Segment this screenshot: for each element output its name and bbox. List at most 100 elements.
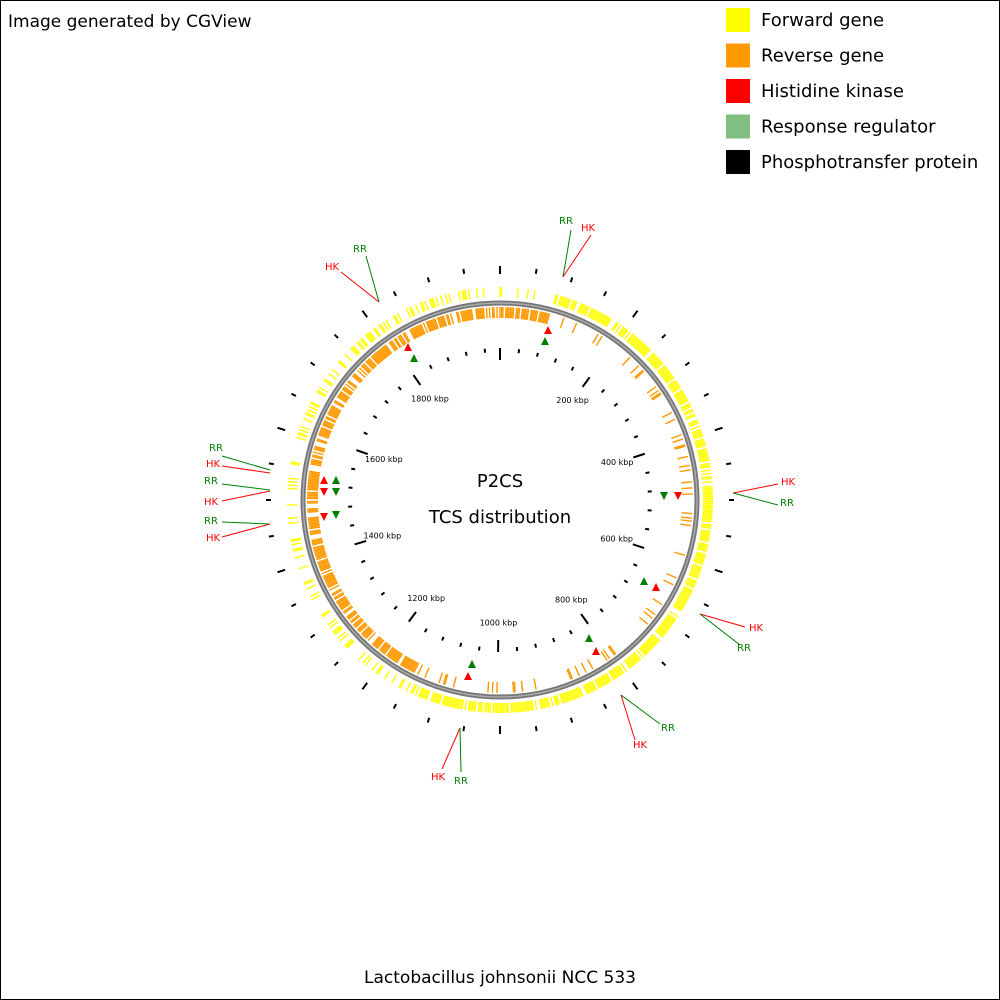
forward-gene: [595, 312, 602, 322]
tcs-marker: [592, 647, 600, 655]
forward-gene: [700, 465, 711, 469]
forward-gene: [680, 402, 691, 409]
annotation-line: [732, 483, 779, 494]
reverse-gene: [307, 487, 319, 490]
forward-gene: [560, 693, 565, 704]
forward-gene: [444, 696, 449, 707]
forward-gene: [462, 290, 466, 301]
forward-gene: [565, 298, 570, 309]
forward-gene: [304, 579, 314, 586]
reverse-gene: [426, 320, 433, 332]
forward-gene: [625, 658, 633, 668]
reverse-gene: [332, 589, 343, 597]
forward-gene: [433, 692, 438, 703]
reverse-gene: [432, 318, 438, 330]
forward-gene: [649, 356, 659, 364]
forward-gene: [654, 362, 664, 370]
reverse-gene: [342, 387, 353, 395]
reverse-gene: [524, 308, 528, 320]
reverse-gene: [374, 637, 383, 648]
ruler-tick: [517, 349, 521, 354]
forward-gene: [338, 359, 348, 368]
reverse-gene: [512, 307, 515, 319]
forward-gene: [374, 327, 382, 337]
ruler-label: 1400 kbp: [364, 531, 402, 540]
legend-label: Phosphotransfer protein: [761, 152, 978, 173]
reverse-gene: [475, 308, 478, 320]
forward-gene: [372, 328, 380, 338]
forward-gene: [631, 337, 639, 347]
forward-gene: [609, 670, 617, 680]
reverse-gene: [387, 647, 395, 658]
forward-gene: [682, 587, 693, 593]
ruler-tick: [408, 611, 417, 623]
reverse-gene: [438, 316, 444, 328]
forward-gene: [690, 568, 701, 573]
ruler-tick: [570, 366, 575, 371]
forward-gene: [554, 695, 559, 706]
reverse-gene: [350, 615, 361, 624]
reverse-gene: [347, 610, 357, 619]
forward-gene: [701, 472, 712, 476]
forward-gene: [631, 653, 639, 663]
reverse-gene: [381, 347, 390, 357]
forward-gene: [410, 306, 416, 316]
forward-gene: [375, 664, 383, 674]
annotation-label: RR: [661, 723, 675, 734]
forward-gene: [630, 654, 638, 664]
forward-gene: [292, 546, 303, 551]
reverse-gene: [393, 651, 401, 662]
forward-gene: [691, 428, 702, 434]
reverse-gene: [371, 354, 381, 364]
center-title: P2CS: [477, 471, 523, 492]
forward-gene: [390, 674, 398, 684]
annotation-line: [340, 271, 380, 303]
forward-gene: [698, 538, 710, 543]
forward-gene: [661, 371, 671, 379]
reverse-gene: [339, 392, 350, 400]
forward-gene: [419, 687, 425, 698]
forward-gene: [698, 456, 709, 460]
reverse-gene: [320, 428, 332, 434]
forward-gene: [648, 354, 657, 363]
reverse-gene: [308, 472, 320, 476]
forward-gene: [656, 364, 666, 373]
reverse-gene: [379, 348, 388, 358]
forward-gene: [554, 294, 559, 305]
reverse-gene: [650, 392, 661, 400]
reverse-gene: [334, 399, 345, 407]
forward-gene: [662, 372, 672, 380]
reverse-gene: [307, 481, 319, 484]
forward-gene: [613, 667, 621, 677]
forward-gene: [579, 304, 586, 314]
forward-gene: [650, 634, 660, 643]
annotation-label: RR: [780, 498, 794, 509]
forward-gene: [608, 671, 615, 681]
forward-gene: [702, 516, 713, 520]
reverse-gene: [343, 385, 354, 394]
forward-gene: [419, 302, 425, 313]
reverse-gene: [308, 522, 320, 525]
reverse-gene: [645, 607, 656, 616]
reverse-gene: [452, 676, 457, 688]
forward-gene: [692, 563, 703, 569]
forward-gene: [638, 344, 647, 353]
reverse-gene: [566, 668, 572, 680]
reverse-gene: [512, 681, 515, 693]
reverse-gene: [409, 329, 416, 340]
forward-gene: [650, 357, 660, 366]
reverse-gene: [319, 563, 330, 569]
forward-gene: [695, 552, 706, 557]
forward-gene: [356, 341, 364, 351]
reverse-gene: [307, 484, 319, 487]
reverse-gene: [329, 409, 340, 416]
reverse-gene: [681, 516, 693, 519]
reverse-gene: [377, 349, 386, 360]
forward-gene: [636, 341, 644, 351]
forward-gene: [610, 321, 618, 331]
forward-gene: [647, 638, 656, 647]
forward-gene: [457, 290, 462, 302]
reverse-gene: [352, 617, 363, 626]
annotation-line: [365, 255, 380, 303]
